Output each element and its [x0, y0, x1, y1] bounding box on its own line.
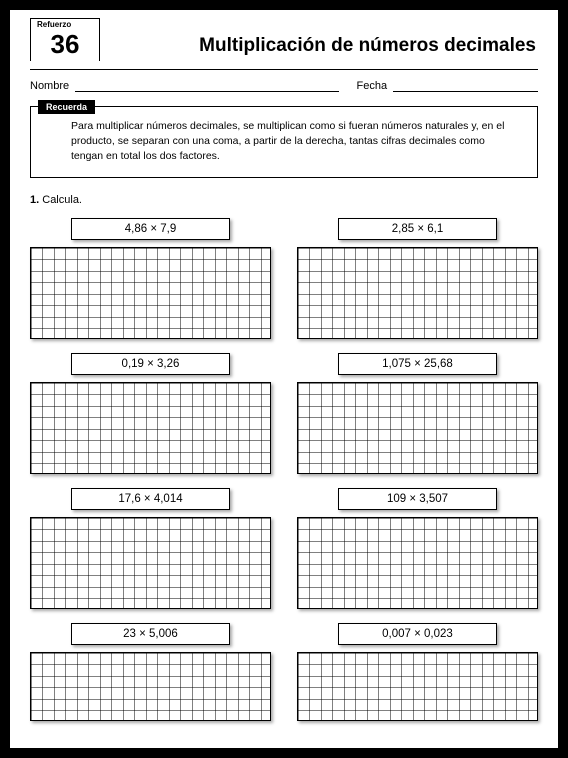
page-title: Multiplicación de números decimales	[100, 35, 538, 61]
problem: 23 × 5,006	[30, 623, 271, 721]
recuerda-section: Recuerda Para multiplicar números decima…	[30, 106, 538, 178]
problem: 4,86 × 7,9	[30, 218, 271, 339]
expression-box: 23 × 5,006	[71, 623, 230, 645]
problem: 109 × 3,507	[297, 488, 538, 609]
nombre-line[interactable]	[75, 80, 338, 92]
problem-row: 0,19 × 3,26 1,075 × 25,68	[30, 353, 538, 474]
expression-box: 1,075 × 25,68	[338, 353, 497, 375]
expression-box: 4,86 × 7,9	[71, 218, 230, 240]
instruction: 1. Calcula.	[30, 194, 538, 206]
problem-row: 23 × 5,006 0,007 × 0,023	[30, 623, 538, 721]
nombre-label: Nombre	[30, 80, 69, 92]
problem: 2,85 × 6,1	[297, 218, 538, 339]
recuerda-box: Para multiplicar números decimales, se m…	[30, 106, 538, 178]
expression-box: 0,19 × 3,26	[71, 353, 230, 375]
header-rule	[30, 69, 538, 70]
lesson-tab: Refuerzo 36	[30, 18, 100, 61]
nombre-field: Nombre	[30, 80, 339, 92]
instruction-text: Calcula.	[42, 194, 82, 206]
expression-box: 109 × 3,507	[338, 488, 497, 510]
fecha-field: Fecha	[357, 80, 538, 92]
expression-box: 17,6 × 4,014	[71, 488, 230, 510]
instruction-number: 1.	[30, 194, 39, 206]
tab-label: Refuerzo	[37, 20, 71, 29]
work-grid[interactable]	[30, 517, 271, 609]
work-grid[interactable]	[297, 247, 538, 339]
fecha-label: Fecha	[357, 80, 388, 92]
problem: 1,075 × 25,68	[297, 353, 538, 474]
worksheet-page: Refuerzo 36 Multiplicación de números de…	[10, 10, 558, 748]
expression-box: 0,007 × 0,023	[338, 623, 497, 645]
problem-row: 4,86 × 7,9 2,85 × 6,1	[30, 218, 538, 339]
problem-row: 17,6 × 4,014 109 × 3,507	[30, 488, 538, 609]
work-grid[interactable]	[30, 247, 271, 339]
name-date-fields: Nombre Fecha	[30, 80, 538, 92]
problem: 17,6 × 4,014	[30, 488, 271, 609]
problems-container: 4,86 × 7,9 2,85 × 6,1 0,19 × 3,26 1,075 × 2…	[30, 218, 538, 721]
work-grid[interactable]	[297, 652, 538, 721]
work-grid[interactable]	[30, 652, 271, 721]
header: Refuerzo 36 Multiplicación de números de…	[30, 18, 538, 61]
work-grid[interactable]	[297, 517, 538, 609]
work-grid[interactable]	[30, 382, 271, 474]
expression-box: 2,85 × 6,1	[338, 218, 497, 240]
work-grid[interactable]	[297, 382, 538, 474]
problem: 0,007 × 0,023	[297, 623, 538, 721]
tab-number: 36	[39, 31, 91, 57]
problem: 0,19 × 3,26	[30, 353, 271, 474]
recuerda-tag: Recuerda	[38, 100, 95, 114]
fecha-line[interactable]	[393, 80, 538, 92]
